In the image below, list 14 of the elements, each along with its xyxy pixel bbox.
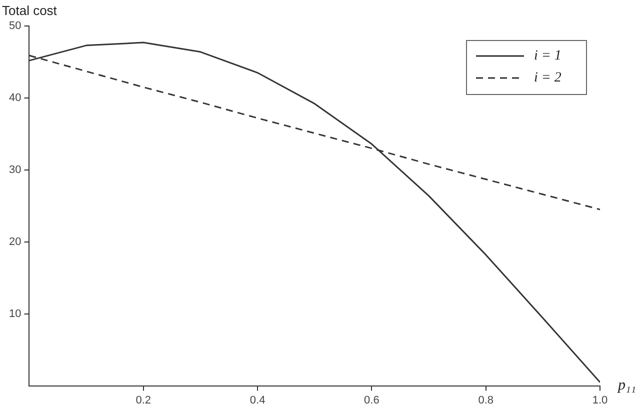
x-tick-label: 0.8 <box>478 394 494 406</box>
y-tick-label: 20 <box>8 236 22 248</box>
x-tick-label: 1.0 <box>592 394 608 406</box>
x-tick-label: 0.6 <box>364 394 380 406</box>
x-tick-label: 0.2 <box>136 394 152 406</box>
y-axis-title: Total cost <box>2 3 58 18</box>
legend-label: i = 1 <box>534 48 562 64</box>
y-tick-label: 40 <box>8 92 22 104</box>
y-tick-label: 50 <box>8 20 22 32</box>
legend-label: i = 2 <box>534 70 562 86</box>
x-axis-title: p₁₁ <box>617 378 636 394</box>
x-tick-label: 0.4 <box>250 394 266 406</box>
y-tick-label: 30 <box>8 164 22 176</box>
y-tick-label: 10 <box>8 308 22 320</box>
